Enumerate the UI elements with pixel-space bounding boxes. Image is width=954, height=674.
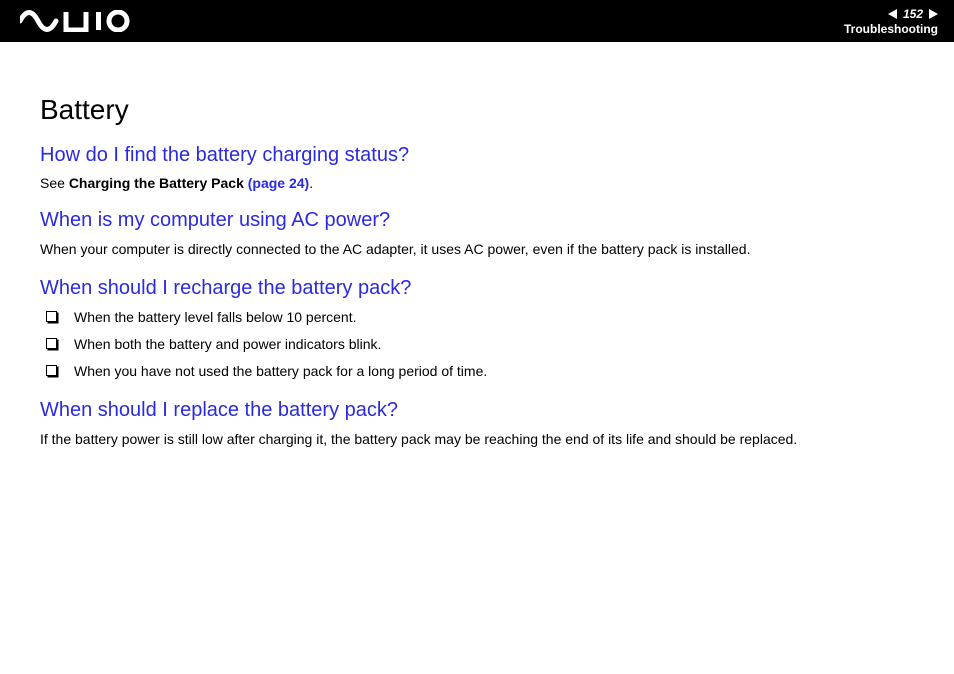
- prev-page-icon[interactable]: [888, 9, 897, 19]
- vaio-logo: [20, 10, 130, 32]
- see-reference: See Charging the Battery Pack (page 24).: [40, 175, 914, 191]
- section-heading: How do I find the battery charging statu…: [40, 144, 914, 167]
- page-nav: 152: [888, 7, 938, 21]
- section-heading: When should I recharge the battery pack?: [40, 277, 914, 300]
- list-item: When both the battery and power indicato…: [44, 335, 914, 354]
- recharge-list: When the battery level falls below 10 pe…: [40, 308, 914, 381]
- see-suffix: .: [309, 175, 313, 191]
- section-body: When your computer is directly connected…: [40, 240, 914, 259]
- header-right: 152 Troubleshooting: [844, 7, 938, 36]
- header-bar: 152 Troubleshooting: [0, 0, 954, 42]
- page-number: 152: [903, 7, 923, 21]
- vaio-logo-svg: [20, 10, 130, 32]
- see-page-link[interactable]: (page 24): [248, 175, 309, 191]
- page-content: Battery How do I find the battery chargi…: [0, 42, 954, 448]
- section-label: Troubleshooting: [844, 22, 938, 36]
- section-heading: When should I replace the battery pack?: [40, 399, 914, 422]
- section-heading: When is my computer using AC power?: [40, 209, 914, 232]
- next-page-icon[interactable]: [929, 9, 938, 19]
- page-title: Battery: [40, 94, 914, 126]
- see-title: Charging the Battery Pack: [69, 175, 248, 191]
- list-item: When you have not used the battery pack …: [44, 362, 914, 381]
- section-body: If the battery power is still low after …: [40, 430, 914, 449]
- see-prefix: See: [40, 175, 69, 191]
- list-item: When the battery level falls below 10 pe…: [44, 308, 914, 327]
